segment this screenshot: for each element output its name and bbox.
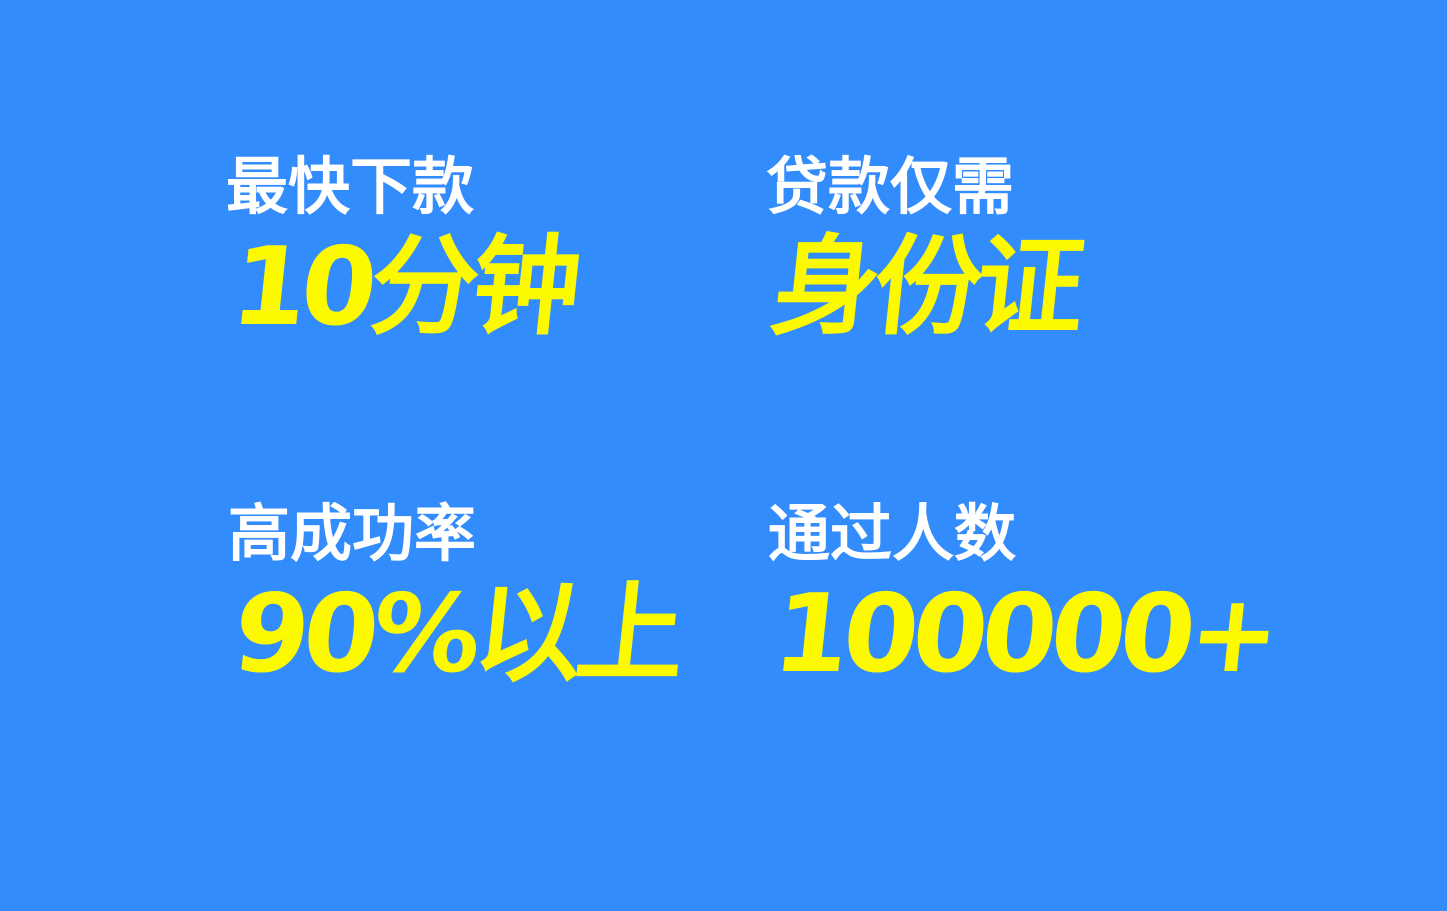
- stat-value: 10分钟: [225, 225, 582, 350]
- stat-value: 90%以上: [227, 572, 686, 697]
- stat-approved-count: 通过人数 100000+: [768, 497, 1281, 697]
- stat-label: 最快下款: [226, 150, 475, 223]
- stat-requirement: 贷款仅需 身份证: [766, 150, 1085, 350]
- stat-label: 高成功率: [228, 497, 477, 570]
- stat-value: 100000+: [767, 572, 1281, 697]
- stat-success-rate: 高成功率 90%以上: [228, 497, 686, 697]
- stat-fastest-loan: 最快下款 10分钟: [226, 150, 581, 350]
- stat-value: 身份证: [765, 225, 1085, 350]
- stat-label: 贷款仅需: [766, 150, 1015, 223]
- stat-label: 通过人数: [768, 497, 1017, 570]
